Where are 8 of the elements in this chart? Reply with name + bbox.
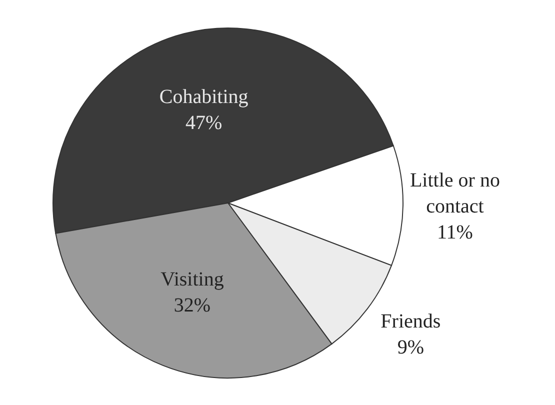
slice-label: Visiting bbox=[160, 268, 224, 290]
slice-label: Cohabiting bbox=[159, 86, 248, 108]
slice-label: Friends bbox=[380, 310, 441, 332]
data-label: 11% bbox=[437, 221, 473, 244]
data-label: 9% bbox=[397, 336, 424, 358]
data-label: 47% bbox=[185, 112, 222, 134]
slice-label: Little or no contact bbox=[410, 169, 500, 218]
data-label: 32% bbox=[174, 294, 211, 316]
